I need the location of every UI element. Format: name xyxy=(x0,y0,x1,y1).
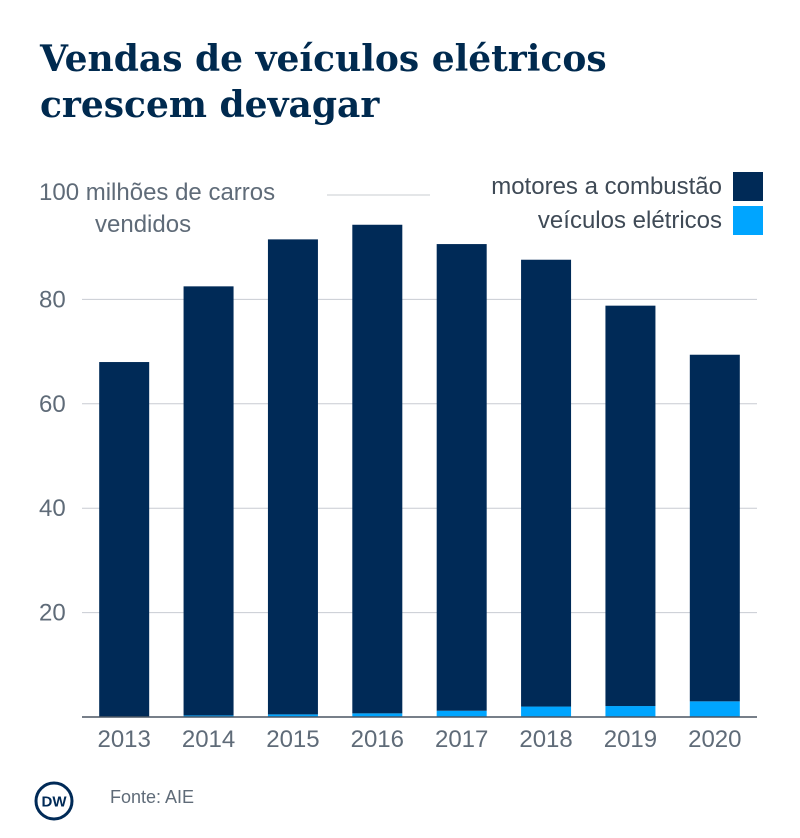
bar-electric-2020 xyxy=(689,701,740,717)
dw-logo-text: DW xyxy=(42,794,68,811)
bar-combustion-2015 xyxy=(267,239,318,715)
legend-swatch-2 xyxy=(733,206,763,235)
legend-label-1: motores a combustão xyxy=(491,173,722,200)
bar-electric-2017 xyxy=(436,710,487,717)
bar-electric-2019 xyxy=(605,706,656,717)
bar-combustion-2014 xyxy=(183,286,234,716)
bar-electric-2014 xyxy=(183,715,234,717)
y-axis-title-line-2: vendidos xyxy=(95,211,191,238)
chart-title: Vendas de veículos elétricos crescem dev… xyxy=(40,38,607,126)
x-tick-label-2020: 2020 xyxy=(688,726,741,753)
legend-swatch-1 xyxy=(733,172,763,201)
y-tick-label-60: 60 xyxy=(39,391,66,418)
bar-electric-2018 xyxy=(521,706,572,717)
y-axis-title-line-1: 100 milhões de carros xyxy=(39,179,275,206)
x-tick-label-2018: 2018 xyxy=(519,726,572,753)
bar-electric-2016 xyxy=(352,713,403,717)
bar-combustion-2017 xyxy=(436,244,487,711)
x-tick-label-2013: 2013 xyxy=(97,726,150,753)
bar-combustion-2020 xyxy=(689,354,740,702)
bar-combustion-2016 xyxy=(352,224,403,714)
dw-logo: DW xyxy=(34,781,74,821)
x-tick-label-2015: 2015 xyxy=(266,726,319,753)
x-tick-label-2016: 2016 xyxy=(351,726,404,753)
bar-combustion-2019 xyxy=(605,305,656,707)
bar-combustion-2013 xyxy=(99,362,150,717)
bar-electric-2015 xyxy=(267,714,318,717)
x-tick-label-2019: 2019 xyxy=(604,726,657,753)
bar-combustion-2018 xyxy=(521,259,572,707)
legend-label-2: veículos elétricos xyxy=(538,207,722,234)
x-tick-label-2017: 2017 xyxy=(435,726,488,753)
x-tick-label-2014: 2014 xyxy=(182,726,235,753)
y-tick-label-80: 80 xyxy=(39,286,66,313)
y-tick-label-20: 20 xyxy=(39,600,66,627)
source-note: Fonte: AIE xyxy=(110,787,195,807)
y-tick-label-40: 40 xyxy=(39,495,66,522)
